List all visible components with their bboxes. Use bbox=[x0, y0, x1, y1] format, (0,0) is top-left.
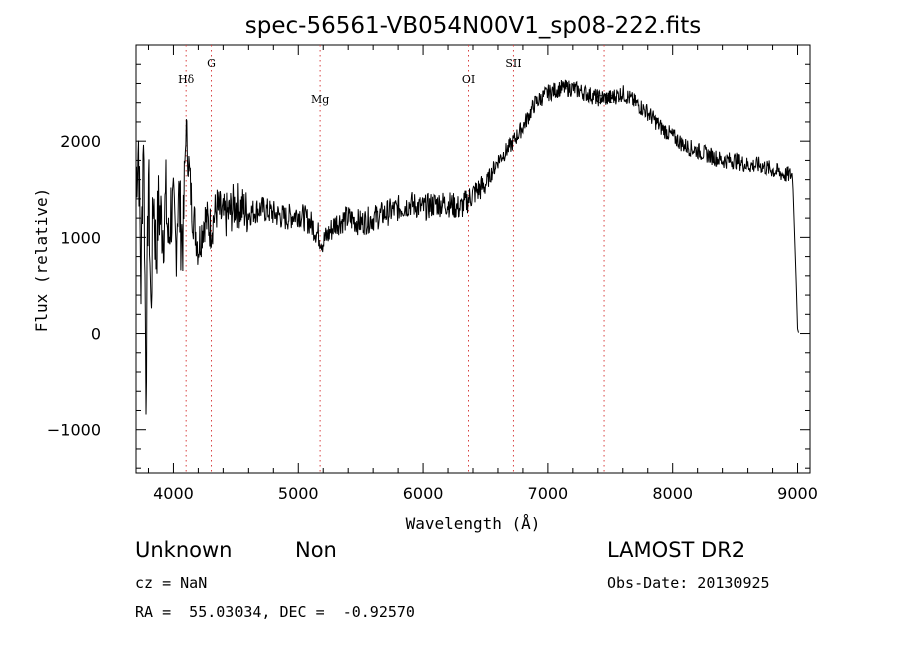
x-tick-label: 6000 bbox=[403, 484, 444, 503]
object-subclass: Non bbox=[295, 538, 337, 562]
plot-area: 4000 5000 6000 7000 8000 9000 −1000 0 1000 2000 Hδ… bbox=[47, 44, 818, 503]
x-tick-label: 4000 bbox=[153, 484, 194, 503]
y-tick-label: −1000 bbox=[47, 421, 101, 440]
coordinates-text: RA = 55.03034, DEC = -0.92570 bbox=[135, 603, 415, 621]
x-tick-label: 7000 bbox=[528, 484, 569, 503]
x-tick-label: 8000 bbox=[652, 484, 693, 503]
obs-date-text: Obs-Date: 20130925 bbox=[607, 574, 770, 592]
redshift-text: cz = NaN bbox=[135, 574, 208, 592]
y-tick-label: 2000 bbox=[60, 132, 101, 151]
spectral-line-label: SII bbox=[505, 57, 521, 70]
spectrum-line bbox=[135, 79, 799, 415]
chart-title: spec-56561-VB054N00V1_sp08-222.fits bbox=[245, 13, 701, 39]
y-tick-label: 0 bbox=[91, 325, 101, 344]
x-tick-label: 5000 bbox=[278, 484, 319, 503]
spectral-line-label: Hδ bbox=[178, 73, 195, 86]
plot-frame bbox=[135, 44, 811, 474]
y-tick-label: 1000 bbox=[60, 228, 101, 247]
object-class: Unknown bbox=[135, 538, 233, 562]
spectral-line-label: G bbox=[207, 57, 216, 70]
survey-name: LAMOST DR2 bbox=[607, 538, 746, 562]
spectral-line-label: Mg bbox=[311, 93, 329, 106]
x-tick-label: 9000 bbox=[777, 484, 818, 503]
y-axis-label: Flux (relative) bbox=[32, 188, 51, 333]
x-axis-label: Wavelength (Å) bbox=[406, 514, 541, 533]
spectral-line-label: OI bbox=[462, 73, 475, 86]
